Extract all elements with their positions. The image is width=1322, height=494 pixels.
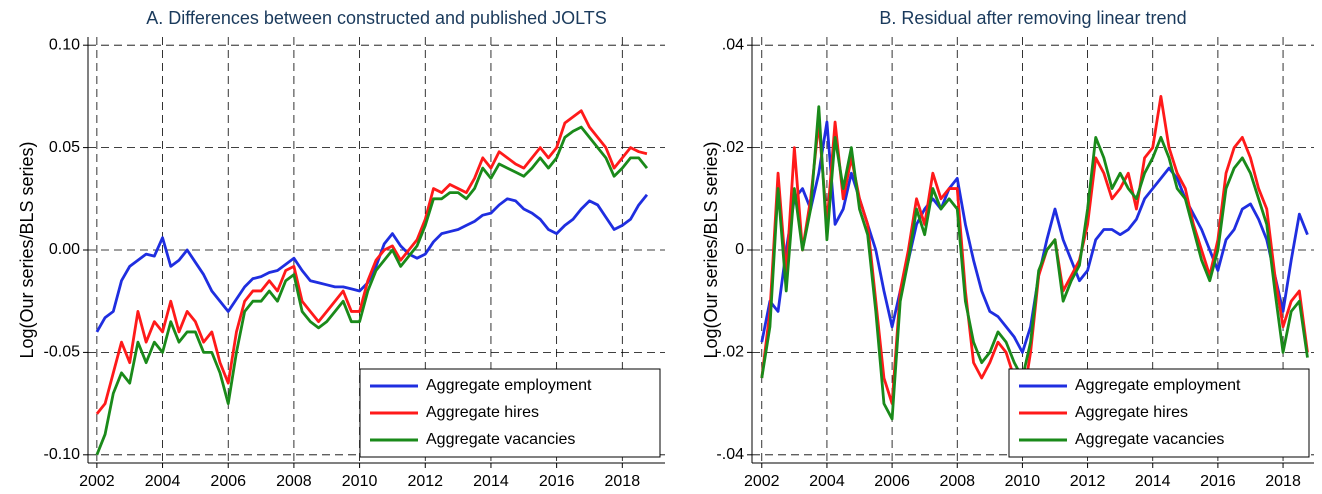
y-tick-label: -.04 bbox=[716, 446, 744, 463]
y-tick-label: .02 bbox=[722, 139, 744, 156]
legend-label: Aggregate vacancies bbox=[1075, 431, 1224, 448]
series-line bbox=[760, 105, 1309, 421]
y-tick-label: 0.00 bbox=[49, 241, 80, 258]
x-tick-label: 2012 bbox=[407, 473, 443, 490]
legend-label: Aggregate hires bbox=[1075, 404, 1188, 421]
series-line bbox=[95, 109, 648, 415]
x-tick-label: 2018 bbox=[605, 473, 641, 490]
x-tick-label: 2006 bbox=[874, 473, 910, 490]
legend-label: Aggregate employment bbox=[426, 377, 592, 394]
x-tick-label: 2002 bbox=[79, 473, 115, 490]
x-tick-label: 2014 bbox=[473, 473, 509, 490]
x-tick-label: 2004 bbox=[145, 473, 181, 490]
y-axis-label: Log(Our series/BLS series) bbox=[701, 141, 721, 358]
y-axis-label: Log(Our series/BLS series) bbox=[17, 141, 37, 358]
x-tick-label: 2010 bbox=[342, 473, 378, 490]
legend: Aggregate employment Aggregate hires Aggre… bbox=[359, 368, 661, 458]
legend-label: Aggregate vacancies bbox=[426, 431, 575, 448]
x-tick-label: 2012 bbox=[1070, 473, 1106, 490]
x-tick-label: 2004 bbox=[809, 473, 845, 490]
legend: Aggregate employment Aggregate hires Aggre… bbox=[1008, 368, 1310, 458]
x-tick-label: 2014 bbox=[1135, 473, 1171, 490]
x-tick-label: 2006 bbox=[210, 473, 246, 490]
legend-label: Aggregate hires bbox=[426, 404, 539, 421]
series-line bbox=[95, 125, 649, 456]
legend-label: Aggregate employment bbox=[1075, 377, 1241, 394]
y-tick-label: 0 bbox=[735, 241, 744, 258]
x-tick-label: 2002 bbox=[744, 473, 780, 490]
y-tick-label: .04 bbox=[722, 36, 744, 53]
x-tick-label: 2018 bbox=[1265, 473, 1301, 490]
y-tick-label: -.02 bbox=[716, 344, 744, 361]
x-tick-label: 2016 bbox=[1200, 473, 1236, 490]
x-tick-label: 2016 bbox=[539, 473, 575, 490]
y-tick-label: -0.10 bbox=[44, 446, 81, 463]
x-tick-label: 2010 bbox=[1005, 473, 1041, 490]
y-tick-label: 0.05 bbox=[49, 139, 80, 156]
y-tick-label: 0.10 bbox=[49, 36, 80, 53]
chart-title: A. Differences between constructed and p… bbox=[146, 8, 607, 28]
series-line bbox=[95, 193, 649, 333]
x-tick-label: 2008 bbox=[276, 473, 312, 490]
x-tick-label: 2008 bbox=[939, 473, 975, 490]
chart-title: B. Residual after removing linear trend bbox=[879, 8, 1186, 28]
y-tick-label: -0.05 bbox=[44, 344, 81, 361]
